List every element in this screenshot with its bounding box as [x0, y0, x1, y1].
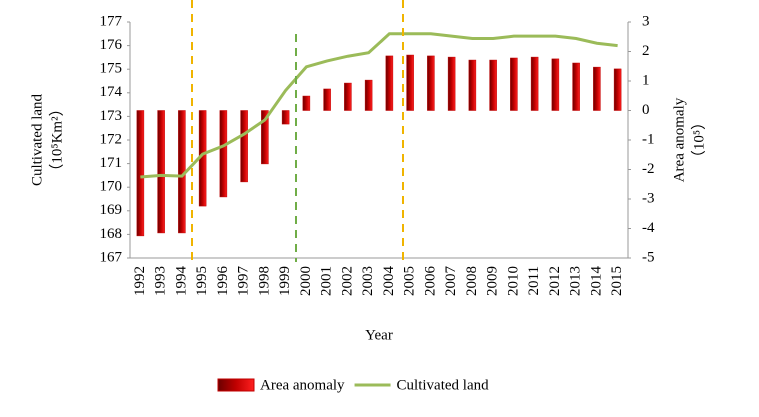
x-tick-label: 2015 [609, 266, 625, 296]
x-tick-label: 2010 [505, 266, 521, 296]
x-tick-label: 2009 [485, 266, 501, 296]
x-tick-label: 1992 [132, 266, 148, 296]
bar [572, 62, 580, 111]
y2-tick-label: -4 [642, 220, 655, 236]
x-tick-label: 1996 [215, 266, 231, 297]
y-tick-label: 167 [100, 249, 123, 265]
y2-tick-label: -5 [642, 249, 655, 265]
y2-tick-label: 3 [642, 13, 650, 29]
y2-tick-label: 0 [642, 102, 650, 118]
bar [593, 66, 601, 111]
bar [447, 56, 456, 111]
x-tick-label: 2004 [381, 266, 397, 297]
x-tick-label: 1998 [256, 266, 272, 296]
y-tick-label: 175 [100, 61, 123, 77]
y-tick-label: 173 [100, 108, 123, 124]
y-tick-label: 169 [100, 202, 123, 218]
bar [385, 55, 394, 111]
line [140, 32, 618, 179]
x-tick-label: 2000 [298, 266, 314, 296]
y2-tick-label: -3 [642, 190, 655, 206]
x-tick-label: 2002 [339, 266, 355, 296]
y-axis-unit: （10⁵Km²） [48, 101, 65, 178]
x-tick-label: 1994 [173, 266, 189, 297]
bar [364, 79, 373, 111]
x-tick-label: 2001 [319, 266, 335, 296]
bar [530, 56, 539, 111]
y-tick-label: 172 [100, 131, 123, 147]
x-axis-label: Year [365, 327, 393, 343]
x-tick-label: 1997 [236, 266, 252, 297]
bar [510, 57, 518, 111]
legend-label: Cultivated land [397, 377, 490, 393]
bar [427, 55, 435, 111]
y2-axis-label: Area anomaly [671, 97, 687, 182]
bar [551, 58, 560, 111]
bar [157, 110, 165, 234]
bar [406, 54, 414, 111]
y-tick-label: 168 [100, 226, 123, 242]
x-tick-label: 1995 [194, 266, 210, 296]
y2-tick-label: 2 [642, 43, 650, 59]
bar [219, 110, 228, 198]
x-tick-label: 1999 [277, 266, 293, 296]
legend-swatch [217, 378, 255, 392]
y2-axis-unit: （10⁵） [690, 115, 707, 165]
x-tick-label: 2007 [443, 266, 459, 297]
bar [323, 88, 331, 111]
y-tick-label: 171 [100, 155, 123, 171]
x-tick-label: 2003 [360, 266, 376, 296]
bar [613, 68, 622, 111]
bar [240, 110, 248, 183]
x-tick-label: 2011 [526, 266, 542, 295]
y2-tick-label: -1 [642, 131, 655, 147]
y-tick-label: 170 [100, 179, 123, 195]
x-tick-label: 2008 [464, 266, 480, 296]
y-tick-label: 174 [100, 84, 123, 100]
x-tick-label: 2013 [568, 266, 584, 296]
legend-label: Area anomaly [260, 377, 345, 393]
bar [344, 82, 352, 111]
bar [468, 59, 477, 111]
x-tick-label: 1993 [153, 266, 169, 296]
x-tick-label: 2014 [588, 266, 604, 297]
bar [302, 95, 311, 111]
bar [261, 110, 269, 165]
x-tick-label: 2012 [547, 266, 563, 296]
bar [281, 110, 290, 125]
y-tick-label: 176 [100, 37, 123, 53]
y2-tick-label: 1 [642, 72, 650, 88]
x-tick-label: 2005 [402, 266, 418, 296]
y-tick-label: 177 [100, 13, 123, 29]
y-axis-label: Cultivated land [29, 93, 45, 186]
bar [489, 59, 497, 111]
y2-tick-label: -2 [642, 161, 655, 177]
bar [136, 110, 145, 237]
x-tick-label: 2006 [422, 266, 438, 297]
